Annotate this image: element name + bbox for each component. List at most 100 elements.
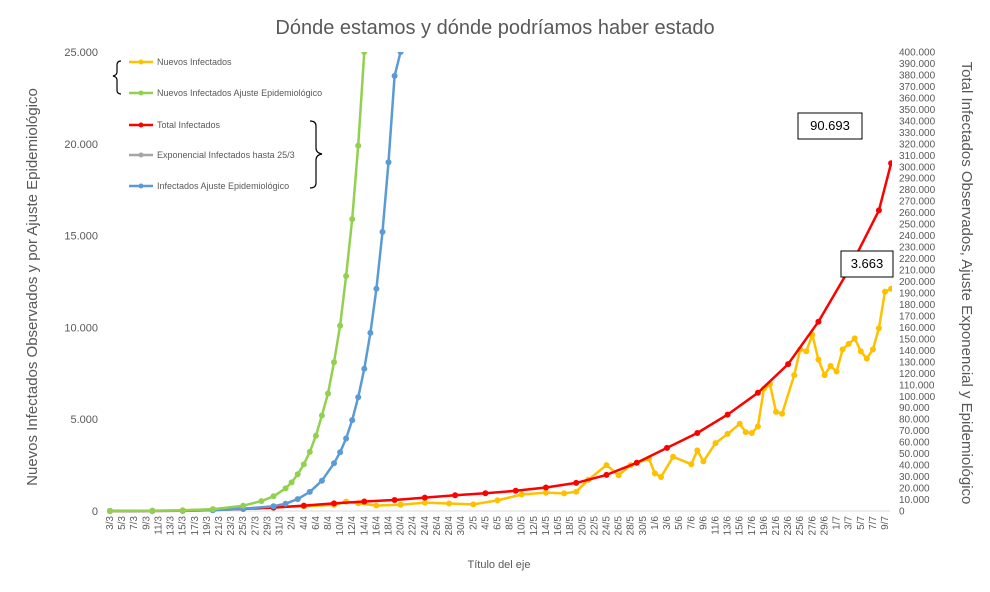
x-tick-label: 7/6 [686,516,697,530]
series-point [742,429,749,436]
series-point [391,72,398,79]
x-tick-label: 9/3 [141,516,152,530]
series-point [258,498,265,505]
x-tick-label: 5/7 [856,516,867,530]
series-point [306,488,313,495]
y-right-tick-label: 20.000 [899,484,930,495]
y-left-tick-label: 20.000 [64,139,98,151]
y-right-tick-label: 360.000 [899,93,936,104]
y-right-tick-label: 220.000 [899,254,936,265]
series-point [815,318,822,325]
series-point [373,502,380,509]
y-axis-left-label: Nuevos Infectados Observados y por Ajust… [24,88,41,486]
x-tick-label: 21/6 [771,516,782,536]
y-right-tick-label: 300.000 [899,162,936,173]
series-point [754,423,761,430]
series-point [615,472,622,479]
series-point [282,485,289,492]
x-axis-label: Título del eje [468,559,531,571]
x-tick-label: 28/4 [444,516,455,536]
series-point [379,228,386,235]
y-axis-right-label: Total Infectados Observados, Ajuste Expo… [958,62,975,505]
x-tick-label: 3/6 [662,516,673,530]
series-point [288,479,295,486]
y-right-tick-label: 60.000 [899,438,930,449]
x-tick-label: 18/4 [384,516,395,536]
series-point [833,368,840,375]
x-tick-label: 9/6 [698,516,709,530]
y-right-tick-label: 40.000 [899,461,930,472]
plot-area [107,52,892,514]
series-point [361,52,368,55]
x-tick-label: 25/3 [238,516,249,536]
y-right-tick-label: 230.000 [899,243,936,254]
callout-total-box [797,112,863,140]
series-point [397,52,404,55]
x-tick-label: 24/4 [420,516,431,536]
x-tick-label: 7/3 [129,516,140,530]
legend-entry-label: Nuevos Infectados Ajuste Epidemiológico [157,88,322,98]
series-point [300,502,307,509]
series-point [857,348,864,355]
series-point [331,359,337,366]
callouts: 90.693 3.663 [797,112,894,278]
x-tick-label: 19/6 [759,516,770,536]
x-tick-label: 29/6 [820,516,831,536]
y-right-tick-label: 260.000 [899,208,936,219]
series-point [658,474,664,480]
series-point [651,470,658,477]
x-tick-label: 26/4 [432,516,443,536]
x-tick-label: 3/7 [844,516,855,530]
series-point [779,410,786,417]
x-tick-label: 15/6 [735,516,746,536]
x-tick-label: 30/4 [456,516,467,536]
y-right-tick-label: 400.000 [899,48,936,59]
x-tick-label: 18/5 [565,516,576,536]
x-tick-label: 27/6 [807,516,818,536]
x-tick-label: 30/5 [638,516,649,536]
x-tick-label: 21/3 [214,516,225,536]
y-left-tick-label: 0 [92,506,98,518]
legend-entry-label: Infectados Ajuste Epidemiológico [157,181,289,191]
x-tick-label: 6/4 [311,516,322,530]
series-point [603,471,610,478]
series-point [446,500,453,507]
y-right-tick-label: 330.000 [899,128,936,139]
series-point [712,440,719,447]
x-tick-label: 26/5 [614,516,625,536]
series-point [888,285,892,292]
y-right-tick-label: 310.000 [899,151,936,162]
y-axis-right-ticks: 010.00020.00030.00040.00050.00060.00070.… [899,48,936,518]
series-point [373,285,380,292]
legend: Nuevos Infectados Nuevos Infectados Ajust… [112,57,323,191]
series-point [700,458,707,465]
series-point [815,356,822,363]
legend-swatch-marker [138,59,144,65]
x-axis-ticks: 3/3 5/3 7/3 9/3 11/3 13/3 15/3 17/3 19/3 21/3 23/3… [105,516,891,536]
x-tick-label: 4/5 [480,516,491,530]
x-tick-label: 29/3 [262,516,273,536]
legend-entry-label: Exponencial Infectados hasta 25/3 [157,150,295,160]
y-right-tick-label: 150.000 [899,334,936,345]
x-tick-label: 11/3 [153,516,164,535]
x-tick-label: 1/6 [650,516,661,530]
series-point [573,488,580,495]
series-point [851,335,858,342]
series-point [512,487,519,494]
series-point [821,372,828,379]
x-tick-label: 8/4 [323,516,334,530]
series-point [355,142,362,149]
x-tick-label: 13/6 [723,516,734,536]
series-point [343,273,350,279]
series-line [109,287,892,513]
y-right-tick-label: 370.000 [899,82,936,93]
y-right-tick-label: 80.000 [899,415,930,426]
x-tick-label: 25/6 [795,516,806,536]
x-tick-label: 15/3 [178,516,189,536]
y-left-tick-label: 25.000 [64,47,98,59]
x-tick-label: 12/4 [347,516,358,536]
y-right-tick-label: 100.000 [899,392,936,403]
y-right-tick-label: 140.000 [899,346,936,357]
series-point [361,498,368,505]
y-right-tick-label: 350.000 [899,105,936,116]
